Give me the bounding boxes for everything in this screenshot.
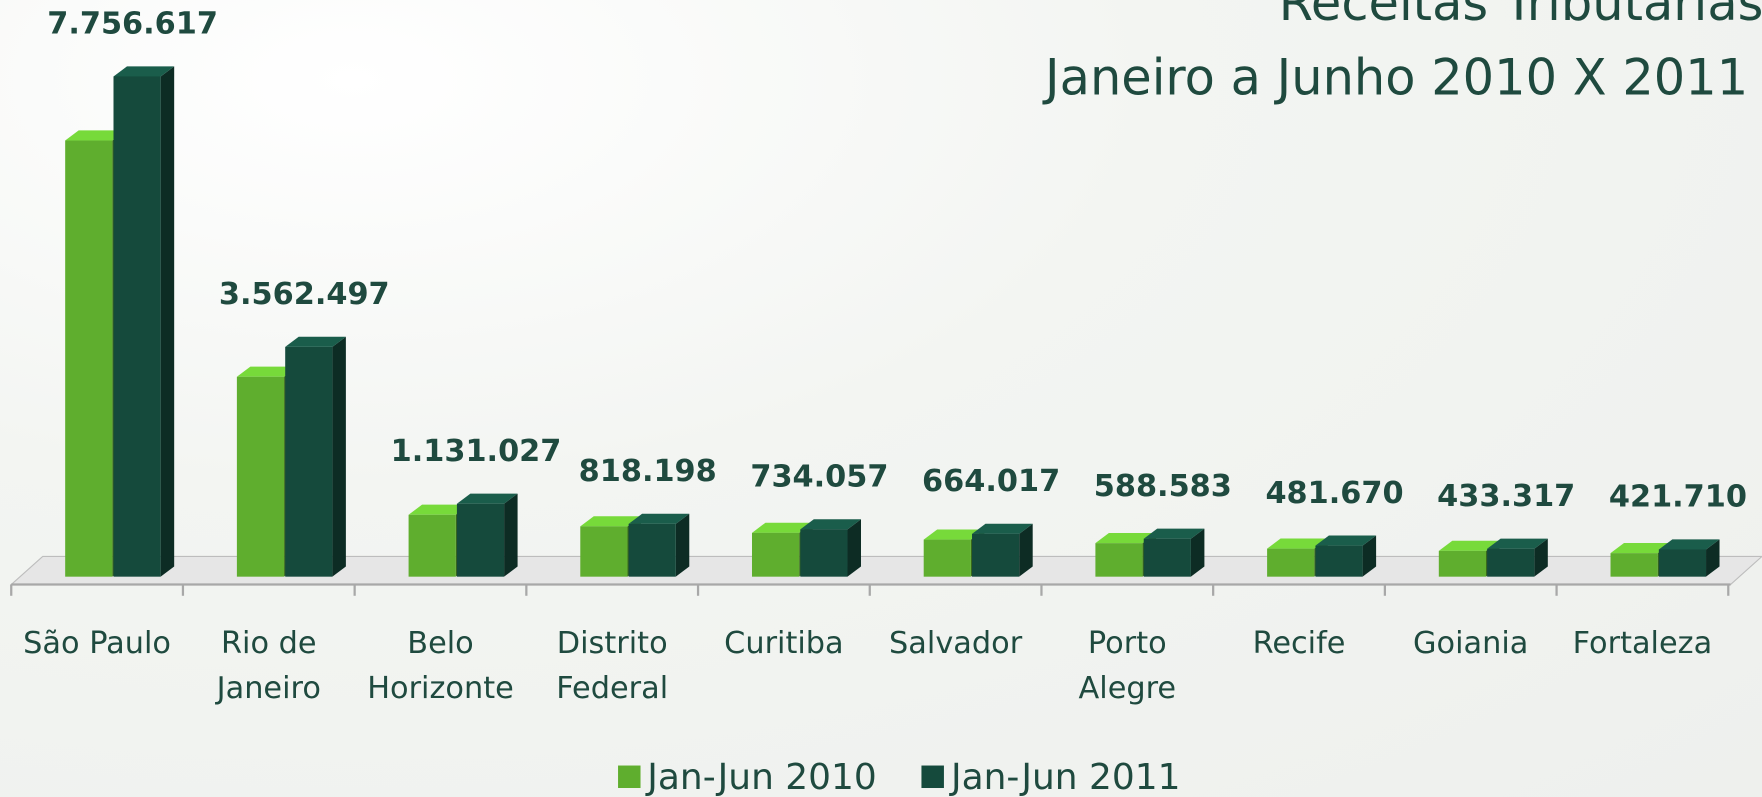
bar: [456, 503, 505, 577]
bar-top: [1095, 533, 1157, 544]
bar-side: [1019, 523, 1033, 577]
bar: [1487, 548, 1535, 577]
bar-side: [160, 66, 175, 577]
data-label: 481.670: [1265, 476, 1403, 511]
x-tick-label: Distrito Federal: [556, 626, 669, 706]
x-tick-label: Rio de Janeiro: [216, 626, 321, 706]
bar-top: [408, 504, 470, 515]
bar-top: [628, 513, 690, 524]
x-tick-label: São Paulo: [23, 626, 171, 661]
bar-top: [1438, 540, 1500, 551]
legend-label: Jan-Jun 2010: [647, 755, 877, 797]
data-label: 588.583: [1094, 469, 1232, 504]
data-label: 664.017: [922, 464, 1060, 499]
legend-swatch: [618, 765, 641, 789]
x-tick-label: Curitiba: [724, 626, 844, 661]
bar: [236, 376, 285, 577]
bar: [972, 533, 1020, 577]
chart-subtitle: Janeiro a Junho 2010 X 2011: [1045, 49, 1749, 107]
bar-top: [1267, 538, 1328, 549]
bar: [113, 76, 161, 577]
data-label: 7.756.617: [47, 7, 218, 42]
bar: [1438, 550, 1487, 577]
bar-side: [1706, 539, 1720, 577]
x-tick-label: Salvador: [889, 626, 1023, 661]
bar-top: [285, 336, 346, 347]
bar-top: [1658, 539, 1720, 550]
bar-side: [504, 493, 518, 577]
bar: [1143, 538, 1191, 577]
x-tick-label: Goiania: [1413, 626, 1529, 661]
bar: [1267, 548, 1315, 577]
bar: [408, 514, 456, 577]
legend: Jan-Jun 2010 Jan-Jun 2011: [618, 755, 1181, 797]
bar-side: [847, 519, 861, 577]
bar: [1610, 553, 1658, 577]
bar-side: [1190, 528, 1205, 577]
x-tick-label: Belo Horizonte: [367, 626, 514, 706]
legend-item: Jan-Jun 2010: [618, 755, 877, 797]
bar: [580, 526, 628, 577]
bar-top: [1315, 535, 1377, 546]
bar: [1658, 549, 1707, 577]
x-tick-label: Porto Alegre: [1078, 626, 1177, 706]
bar-side: [675, 513, 690, 577]
bar-top: [1610, 543, 1672, 554]
bar: [285, 346, 333, 577]
x-tick-label: Recife: [1252, 626, 1346, 661]
bar-top: [456, 493, 518, 504]
data-label: 421.710: [1609, 480, 1747, 515]
x-tick-label: Fortaleza: [1572, 626, 1713, 661]
data-label: 734.057: [750, 460, 888, 495]
bar-top: [65, 130, 126, 141]
data-label: 818.198: [579, 454, 717, 489]
bar-side: [1534, 538, 1548, 577]
chart-title: Receitas Tributárias: [1278, 0, 1762, 33]
bar: [1315, 545, 1363, 577]
bar-top: [580, 516, 641, 527]
bar-top: [113, 66, 175, 77]
data-label: 3.562.497: [219, 277, 390, 312]
bar: [923, 539, 971, 577]
bar-side: [1362, 535, 1377, 577]
bar-top: [923, 529, 985, 540]
bar: [751, 532, 800, 577]
bar: [800, 529, 848, 577]
legend-swatch: [921, 765, 945, 789]
bar-top: [751, 522, 813, 533]
data-label: 1.131.027: [391, 434, 562, 469]
bar: [628, 523, 676, 577]
bar-top: [236, 366, 298, 377]
bar: [1095, 543, 1143, 577]
bar-top: [1143, 528, 1205, 539]
bar: [65, 140, 113, 577]
legend-item: Jan-Jun 2011: [921, 755, 1181, 797]
bar-top: [800, 519, 861, 530]
bar-top: [1487, 538, 1548, 549]
legend-label: Jan-Jun 2011: [950, 755, 1181, 797]
bar-side: [332, 336, 346, 577]
data-label: 433.317: [1437, 479, 1575, 514]
bar-top: [972, 523, 1033, 534]
